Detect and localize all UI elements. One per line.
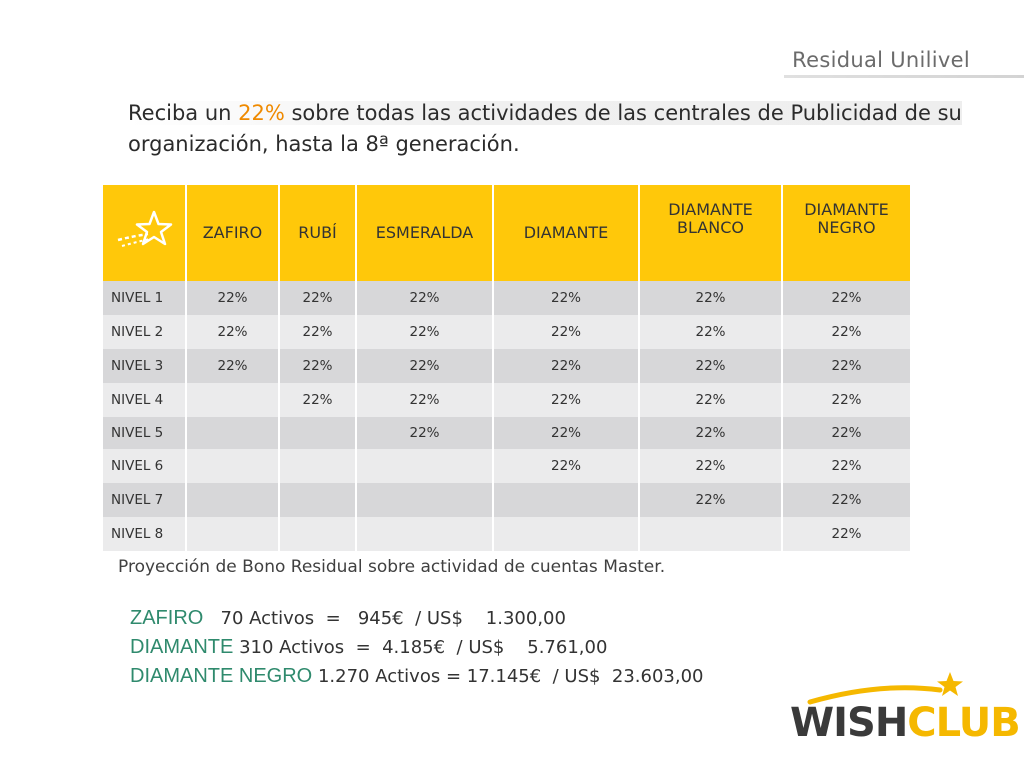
table-cell: 22% bbox=[355, 315, 493, 349]
intro-part-1: Reciba un bbox=[128, 101, 239, 125]
intro-highlight: 22% bbox=[238, 101, 285, 125]
logo-wish: WISH bbox=[790, 700, 908, 746]
table-cell: 22% bbox=[781, 517, 910, 551]
table-row: NIVEL 4 22% 22% 22% 22% 22% bbox=[103, 383, 910, 417]
bonus-detail: 70 Activos = 945€ / US$ 1.300,00 bbox=[203, 608, 566, 629]
projection-caption: Proyección de Bono Residual sobre activi… bbox=[118, 557, 666, 577]
logo-swoosh-icon bbox=[807, 672, 963, 705]
logo-wordmark: WISHCLUB bbox=[790, 700, 1021, 746]
star-icon bbox=[117, 210, 173, 247]
bonus-line-diamante-negro: DIAMANTE NEGRO 1.270 Activos = 17.145€ /… bbox=[130, 662, 704, 691]
row-label: NIVEL 7 bbox=[103, 483, 186, 517]
table-cell: 22% bbox=[781, 483, 910, 517]
col-zafiro: ZAFIRO bbox=[185, 185, 279, 281]
table-cell: 22% bbox=[355, 349, 493, 383]
table-cell: 22% bbox=[638, 483, 782, 517]
intro-text: Reciba un 22% sobre todas las actividade… bbox=[128, 98, 988, 160]
row-label: NIVEL 4 bbox=[103, 383, 186, 417]
intro-line-1: Reciba un 22% sobre todas las actividade… bbox=[128, 101, 962, 125]
table-cell: 22% bbox=[781, 281, 910, 315]
table-cell: 22% bbox=[278, 281, 356, 315]
table-cell: 22% bbox=[781, 349, 910, 383]
table-cell: 22% bbox=[781, 315, 910, 349]
row-label: NIVEL 1 bbox=[103, 281, 186, 315]
table-cell: 22% bbox=[355, 417, 493, 449]
title-rule bbox=[784, 75, 1024, 78]
table-cell: 22% bbox=[638, 383, 782, 417]
table-cell: 22% bbox=[355, 281, 493, 315]
col-diamante: DIAMANTE bbox=[492, 185, 639, 281]
table-row: NIVEL 8 22% bbox=[103, 517, 910, 551]
table-cell bbox=[185, 383, 279, 417]
intro-part-2: sobre todas las actividades de las centr… bbox=[284, 101, 962, 125]
table-row: NIVEL 7 22% 22% bbox=[103, 483, 910, 517]
table-cell bbox=[492, 517, 639, 551]
col-diamante-negro: DIAMANTE NEGRO bbox=[781, 185, 910, 281]
row-label: NIVEL 8 bbox=[103, 517, 186, 551]
bonus-list: ZAFIRO 70 Activos = 945€ / US$ 1.300,00 … bbox=[130, 604, 704, 691]
bonus-level: ZAFIRO bbox=[130, 607, 204, 629]
table-cell: 22% bbox=[492, 449, 639, 483]
row-label: NIVEL 6 bbox=[103, 449, 186, 483]
logo-club: CLUB bbox=[907, 700, 1020, 746]
bonus-detail: 1.270 Activos = 17.145€ / US$ 23.603,00 bbox=[312, 666, 704, 687]
table-cell: 22% bbox=[638, 349, 782, 383]
wishclub-logo: WISHCLUB bbox=[790, 668, 1021, 748]
table-cell: 22% bbox=[355, 383, 493, 417]
table-cell bbox=[355, 517, 493, 551]
table-cell: 22% bbox=[185, 315, 279, 349]
col-diamante-blanco: DIAMANTE BLANCO bbox=[638, 185, 782, 281]
table-cell: 22% bbox=[781, 417, 910, 449]
bonus-level: DIAMANTE NEGRO bbox=[130, 665, 313, 687]
table-cell bbox=[278, 417, 356, 449]
table-row: NIVEL 5 22% 22% 22% 22% bbox=[103, 417, 910, 449]
table-cell: 22% bbox=[638, 281, 782, 315]
intro-line-2: organización, hasta la 8ª generación. bbox=[128, 132, 520, 156]
table-row: NIVEL 6 22% 22% 22% bbox=[103, 449, 910, 483]
table-cell bbox=[278, 517, 356, 551]
table-row: NIVEL 2 22% 22% 22% 22% 22% 22% bbox=[103, 315, 910, 349]
table-header-row: ZAFIRO RUBÍ ESMERALDA DIAMANTE DIAMANTE … bbox=[103, 185, 910, 281]
page-title: Residual Unilivel bbox=[792, 48, 970, 72]
table-cell: 22% bbox=[492, 315, 639, 349]
table-cell: 22% bbox=[185, 349, 279, 383]
bonus-line-diamante: DIAMANTE 310 Activos = 4.185€ / US$ 5.76… bbox=[130, 633, 704, 662]
table-cell: 22% bbox=[638, 417, 782, 449]
table-cell: 22% bbox=[278, 315, 356, 349]
table-cell bbox=[638, 517, 782, 551]
bonus-detail: 310 Activos = 4.185€ / US$ 5.761,00 bbox=[233, 637, 608, 658]
table-cell: 22% bbox=[638, 449, 782, 483]
table-row: NIVEL 3 22% 22% 22% 22% 22% 22% bbox=[103, 349, 910, 383]
table-cell: 22% bbox=[492, 417, 639, 449]
table-cell: 22% bbox=[278, 383, 356, 417]
table-cell bbox=[278, 449, 356, 483]
table-cell bbox=[185, 483, 279, 517]
table-cell: 22% bbox=[781, 449, 910, 483]
table-cell: 22% bbox=[492, 349, 639, 383]
table-cell bbox=[355, 483, 493, 517]
col-rubi: RUBÍ bbox=[278, 185, 356, 281]
table-cell: 22% bbox=[492, 281, 639, 315]
row-label: NIVEL 5 bbox=[103, 417, 186, 449]
row-label: NIVEL 2 bbox=[103, 315, 186, 349]
table-cell bbox=[492, 483, 639, 517]
table-cell bbox=[278, 483, 356, 517]
table-cell: 22% bbox=[185, 281, 279, 315]
col-esmeralda: ESMERALDA bbox=[355, 185, 493, 281]
residual-table: ZAFIRO RUBÍ ESMERALDA DIAMANTE DIAMANTE … bbox=[103, 185, 910, 551]
table-cell bbox=[355, 449, 493, 483]
bonus-level: DIAMANTE bbox=[130, 636, 234, 658]
table-cell: 22% bbox=[781, 383, 910, 417]
table-cell: 22% bbox=[492, 383, 639, 417]
table-cell bbox=[185, 449, 279, 483]
table-row: NIVEL 1 22% 22% 22% 22% 22% 22% bbox=[103, 281, 910, 315]
table-cell: 22% bbox=[638, 315, 782, 349]
table-cell bbox=[185, 517, 279, 551]
table-cell bbox=[185, 417, 279, 449]
row-label: NIVEL 3 bbox=[103, 349, 186, 383]
table-cell: 22% bbox=[278, 349, 356, 383]
table-corner bbox=[103, 185, 186, 281]
bonus-line-zafiro: ZAFIRO 70 Activos = 945€ / US$ 1.300,00 bbox=[130, 604, 704, 633]
